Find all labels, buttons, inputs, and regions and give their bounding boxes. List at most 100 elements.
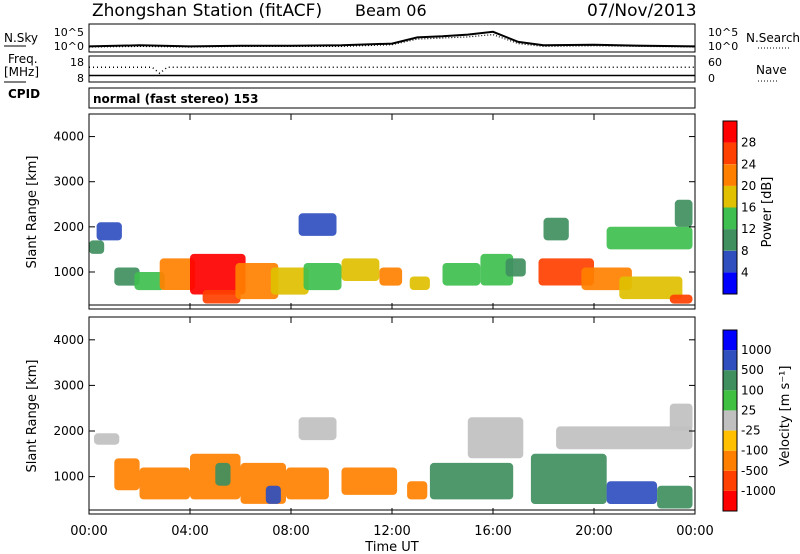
echo-region [96, 222, 122, 241]
echo-region [407, 481, 428, 500]
noise-tick-right-bottom: 10^0 [708, 40, 738, 53]
velocity-colorbar-swatch [723, 450, 737, 471]
velocity-panel: 1000 2000 3000 4000 Slant Range [km] 1000 50… [25, 316, 793, 515]
power-colorbar-tick: 12 [741, 222, 756, 236]
echo-region [505, 258, 526, 277]
velocity-colorbar-swatch [723, 390, 737, 411]
noise-tick-right-top: 10^5 [708, 26, 738, 39]
echo-region [379, 267, 403, 286]
power-colorbar-tick: 8 [741, 244, 749, 258]
power-ylabel: Slant Range [km] [25, 156, 40, 269]
power-colorbar-tick: 28 [741, 136, 756, 150]
freq-tick-top: 18 [70, 56, 84, 69]
power-colorbar-swatch [723, 229, 737, 251]
echo-region [202, 290, 241, 304]
nave-tick-bottom: 0 [708, 72, 715, 85]
noise-panel: 10^5 10^0 10^5 10^0 [54, 23, 738, 53]
time-tick-label: 00:00 [676, 524, 713, 539]
echo-region [442, 263, 481, 286]
echo-region [298, 417, 337, 441]
nsky-label: N.Sky [4, 31, 38, 45]
ytick-label: 4000 [53, 333, 84, 347]
nave-label: Nave [756, 63, 787, 77]
freq-tick-bottom: 8 [77, 72, 84, 85]
echo-region [581, 267, 632, 291]
echo-region [480, 253, 514, 286]
velocity-colorbar-tick: -500 [741, 464, 768, 478]
velocity-colorbar-swatch [723, 370, 737, 391]
power-colorbar-tick: 24 [741, 157, 756, 171]
velocity-colorbar-tick: 100 [741, 383, 764, 397]
echo-region [657, 485, 693, 509]
echo-region [429, 462, 514, 500]
echo-region [467, 417, 524, 459]
echo-region [530, 453, 607, 504]
freq-unit-label: [MHz] [4, 65, 39, 79]
echo-region [94, 433, 120, 445]
velocity-colorbar-tick: 500 [741, 363, 764, 377]
noise-panel-frame [88, 23, 696, 53]
time-tick-label: 04:00 [171, 524, 208, 539]
power-colorbar-frame [722, 120, 738, 295]
freq-panel: 18 8 60 0 [70, 55, 722, 85]
time-axis-label: Time UT [364, 540, 418, 554]
echo-region [235, 263, 279, 300]
power-colorbar-swatch [723, 207, 737, 230]
power-colorbar-tick: 4 [741, 265, 749, 279]
power-colorbar-swatch [723, 272, 737, 294]
time-tick-label: 00:00 [70, 524, 107, 539]
echo-region [139, 467, 190, 500]
echo-region [270, 267, 309, 295]
nave-series-line [89, 66, 695, 75]
power-colorbar-swatch [723, 142, 737, 165]
velocity-colorbar-swatch [723, 350, 737, 371]
noise-tick-left-bottom: 10^0 [54, 40, 84, 53]
echo-region [543, 217, 569, 241]
velocity-colorbar-tick: -100 [741, 444, 768, 458]
echo-region [669, 294, 693, 304]
power-colorbar-swatch [723, 121, 737, 143]
time-tick-label: 08:00 [272, 524, 309, 539]
velocity-colorbar-swatch [723, 410, 737, 431]
velocity-colorbar-tick: -1000 [741, 484, 776, 498]
power-colorbar-tick: 16 [741, 201, 756, 215]
velocity-colorbar-tick: 25 [741, 403, 756, 417]
velocity-colorbar-swatch [723, 490, 737, 511]
cpid-text: normal (fast stereo) 153 [93, 92, 259, 106]
echo-region [606, 481, 658, 504]
cpid-label: CPID [8, 87, 40, 101]
velocity-colorbar-tick: 1000 [741, 343, 772, 357]
freq-panel-frame [88, 55, 696, 83]
freq-label: Freq. [8, 52, 38, 66]
echo-region [89, 240, 105, 254]
velocity-colorbar-frame [722, 329, 738, 512]
beam-label: Beam 06 [355, 1, 427, 20]
echo-region [409, 276, 430, 290]
echo-region [606, 226, 693, 250]
power-colorbar-swatch [723, 250, 737, 273]
echo-region [215, 462, 231, 486]
echo-region [341, 467, 398, 495]
echo-region [298, 213, 337, 236]
echo-region [674, 199, 693, 227]
echo-region [669, 403, 693, 431]
velocity-colorbar-swatch [723, 330, 737, 351]
ytick-label: 2000 [53, 220, 84, 234]
echo-region [286, 467, 329, 500]
echo-region [114, 267, 140, 286]
velocity-ylabel: Slant Range [km] [25, 360, 40, 473]
nave-tick-top: 60 [708, 56, 722, 69]
power-colorbar-label: Power [dB] [760, 177, 775, 248]
time-tick-label: 16:00 [474, 524, 511, 539]
time-tick-label: 12:00 [373, 524, 410, 539]
echo-region [538, 258, 594, 286]
echo-region [556, 426, 693, 450]
nsearch-label: N.Search [746, 31, 800, 45]
power-colorbar-tick: 20 [741, 179, 756, 193]
ytick-label: 3000 [53, 378, 84, 392]
echo-region [619, 276, 683, 300]
velocity-colorbar-tick: -25 [741, 424, 761, 438]
power-colorbar-swatch [723, 185, 737, 208]
power-colorbar-swatch [723, 164, 737, 186]
noise-series-nsearch [88, 33, 696, 48]
